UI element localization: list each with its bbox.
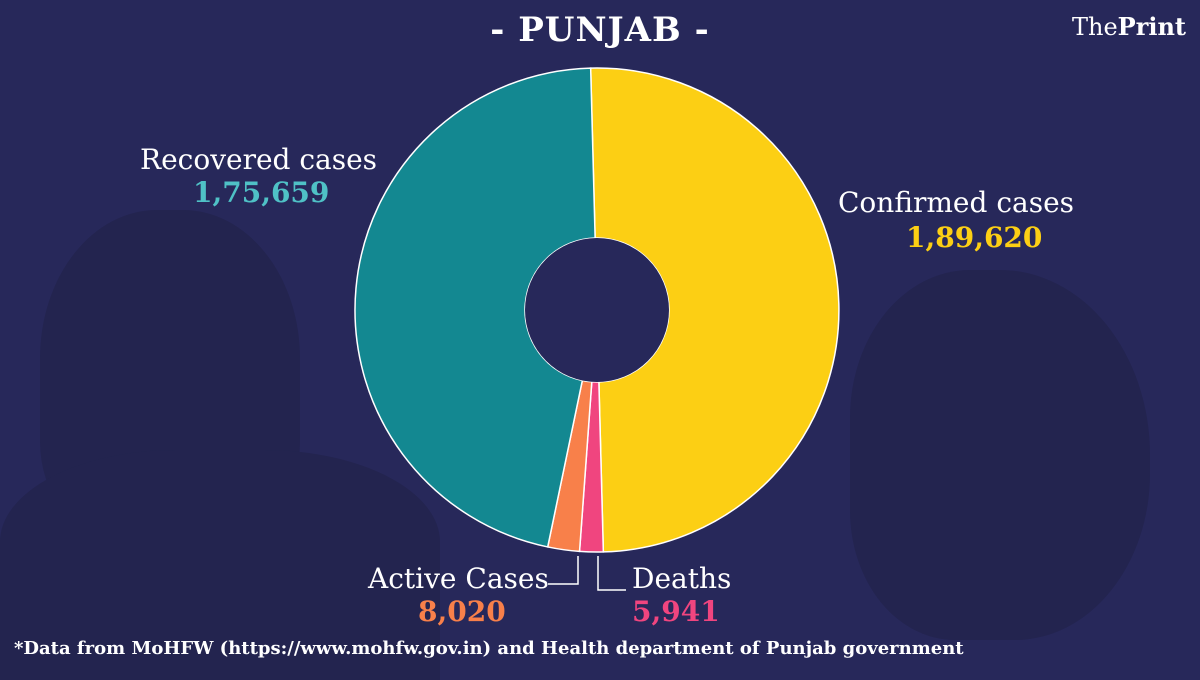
- source-footnote: *Data from MoHFW (https://www.mohfw.gov.…: [14, 638, 964, 659]
- confirmed-label: Confirmed cases: [838, 186, 1075, 219]
- recovered-value: 1,75,659: [193, 176, 330, 209]
- page-title: - PUNJAB -: [490, 10, 710, 50]
- confirmed-value: 1,89,620: [906, 221, 1043, 254]
- theprint-logo: ThePrint: [1072, 12, 1186, 41]
- active-label: Active Cases: [368, 562, 549, 595]
- logo-part1: The: [1071, 13, 1118, 41]
- deaths-value: 5,941: [632, 595, 720, 628]
- logo-part2: Print: [1117, 12, 1186, 41]
- recovered-label: Recovered cases: [140, 143, 378, 176]
- deaths-label: Deaths: [632, 562, 732, 595]
- person-body-silhouette: [0, 450, 440, 680]
- punjab-map-silhouette: [850, 270, 1150, 640]
- active-leader-line: [548, 556, 579, 585]
- active-value: 8,020: [418, 595, 506, 628]
- donut-hole: [525, 238, 669, 382]
- deaths-leader-line: [597, 556, 626, 591]
